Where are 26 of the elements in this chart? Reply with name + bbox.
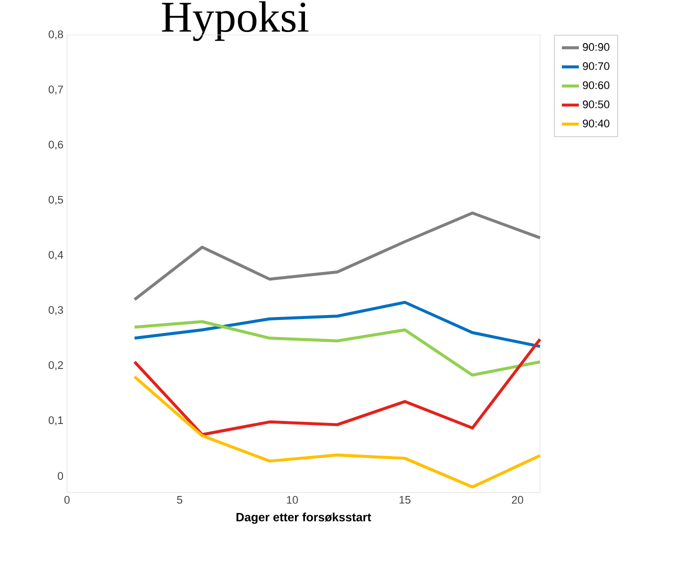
x-tick-label: 15 [400, 496, 410, 504]
x-axis-title: Dager etter forsøksstart [236, 512, 372, 524]
legend-label: 90:50 [582, 100, 610, 108]
x-tick-label: 10 [286, 496, 298, 504]
line-series [133, 212, 542, 302]
legend-label: 90:60 [582, 81, 610, 90]
y-tick-label: 0,5 [48, 196, 64, 205]
x-tick-label: 5 [177, 496, 182, 504]
y-tick-label: 0,7 [48, 86, 63, 95]
legend-label: 90:40 [582, 120, 610, 128]
y-tick-label: 0,8 [48, 30, 64, 40]
chart-title: Hypoksi [162, 1, 308, 42]
line-series [133, 300, 542, 348]
y-tick-label: 0,3 [48, 306, 64, 316]
legend-label: 90:70 [582, 62, 610, 70]
x-tick-label: 0 [64, 496, 70, 504]
line-series [133, 320, 542, 377]
line-series [133, 375, 542, 488]
y-tick-label: 0,2 [48, 361, 63, 370]
x-tick-label: 20 [512, 496, 524, 504]
y-tick-label: 0,4 [48, 250, 64, 260]
y-tick-label: 0 [58, 472, 64, 480]
line-series [133, 338, 542, 436]
y-tick-label: 0,6 [48, 140, 64, 150]
legend-label: 90:90 [582, 43, 610, 51]
y-tick-label: 0,1 [48, 416, 63, 426]
